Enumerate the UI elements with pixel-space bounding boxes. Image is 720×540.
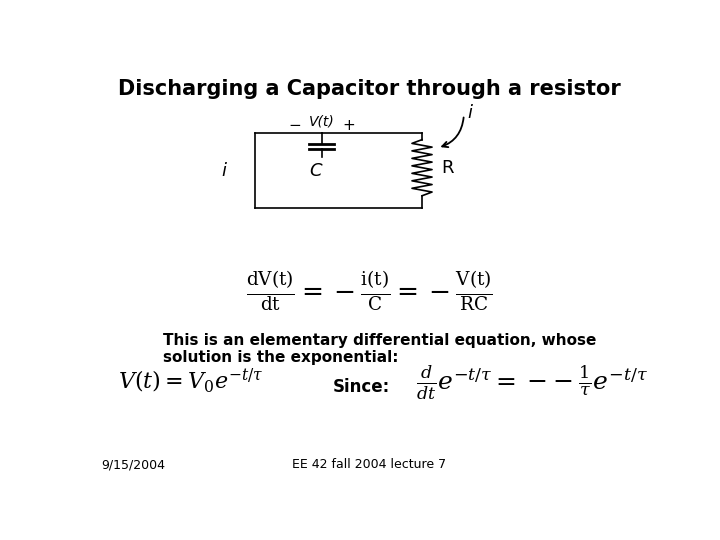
Text: Since:: Since: xyxy=(333,378,390,396)
Text: EE 42 fall 2004 lecture 7: EE 42 fall 2004 lecture 7 xyxy=(292,458,446,471)
Text: +: + xyxy=(342,118,355,133)
Text: This is an elementary differential equation, whose
solution is the exponential:: This is an elementary differential equat… xyxy=(163,333,596,366)
Text: 9/15/2004: 9/15/2004 xyxy=(101,458,165,471)
Text: $\mathrm{\frac{dV(t)}{dt} = -\frac{i(t)}{C} = -\frac{V(t)}{RC}}$: $\mathrm{\frac{dV(t)}{dt} = -\frac{i(t)}… xyxy=(246,269,492,314)
Text: R: R xyxy=(441,159,454,177)
Text: i: i xyxy=(222,162,226,180)
Text: V(t): V(t) xyxy=(309,115,335,129)
Text: $\frac{d}{dt}e^{-t/\tau} = -\!-\frac{1}{\tau}e^{-t/\tau}$: $\frac{d}{dt}e^{-t/\tau} = -\!-\frac{1}{… xyxy=(416,364,649,402)
Text: C: C xyxy=(310,162,323,180)
Text: Discharging a Capacitor through a resistor: Discharging a Capacitor through a resist… xyxy=(117,79,621,99)
Text: −: − xyxy=(289,118,301,133)
Text: $V(t) = V_0 e^{-t/\tau}$: $V(t) = V_0 e^{-t/\tau}$ xyxy=(118,367,264,395)
Text: i: i xyxy=(467,104,472,123)
